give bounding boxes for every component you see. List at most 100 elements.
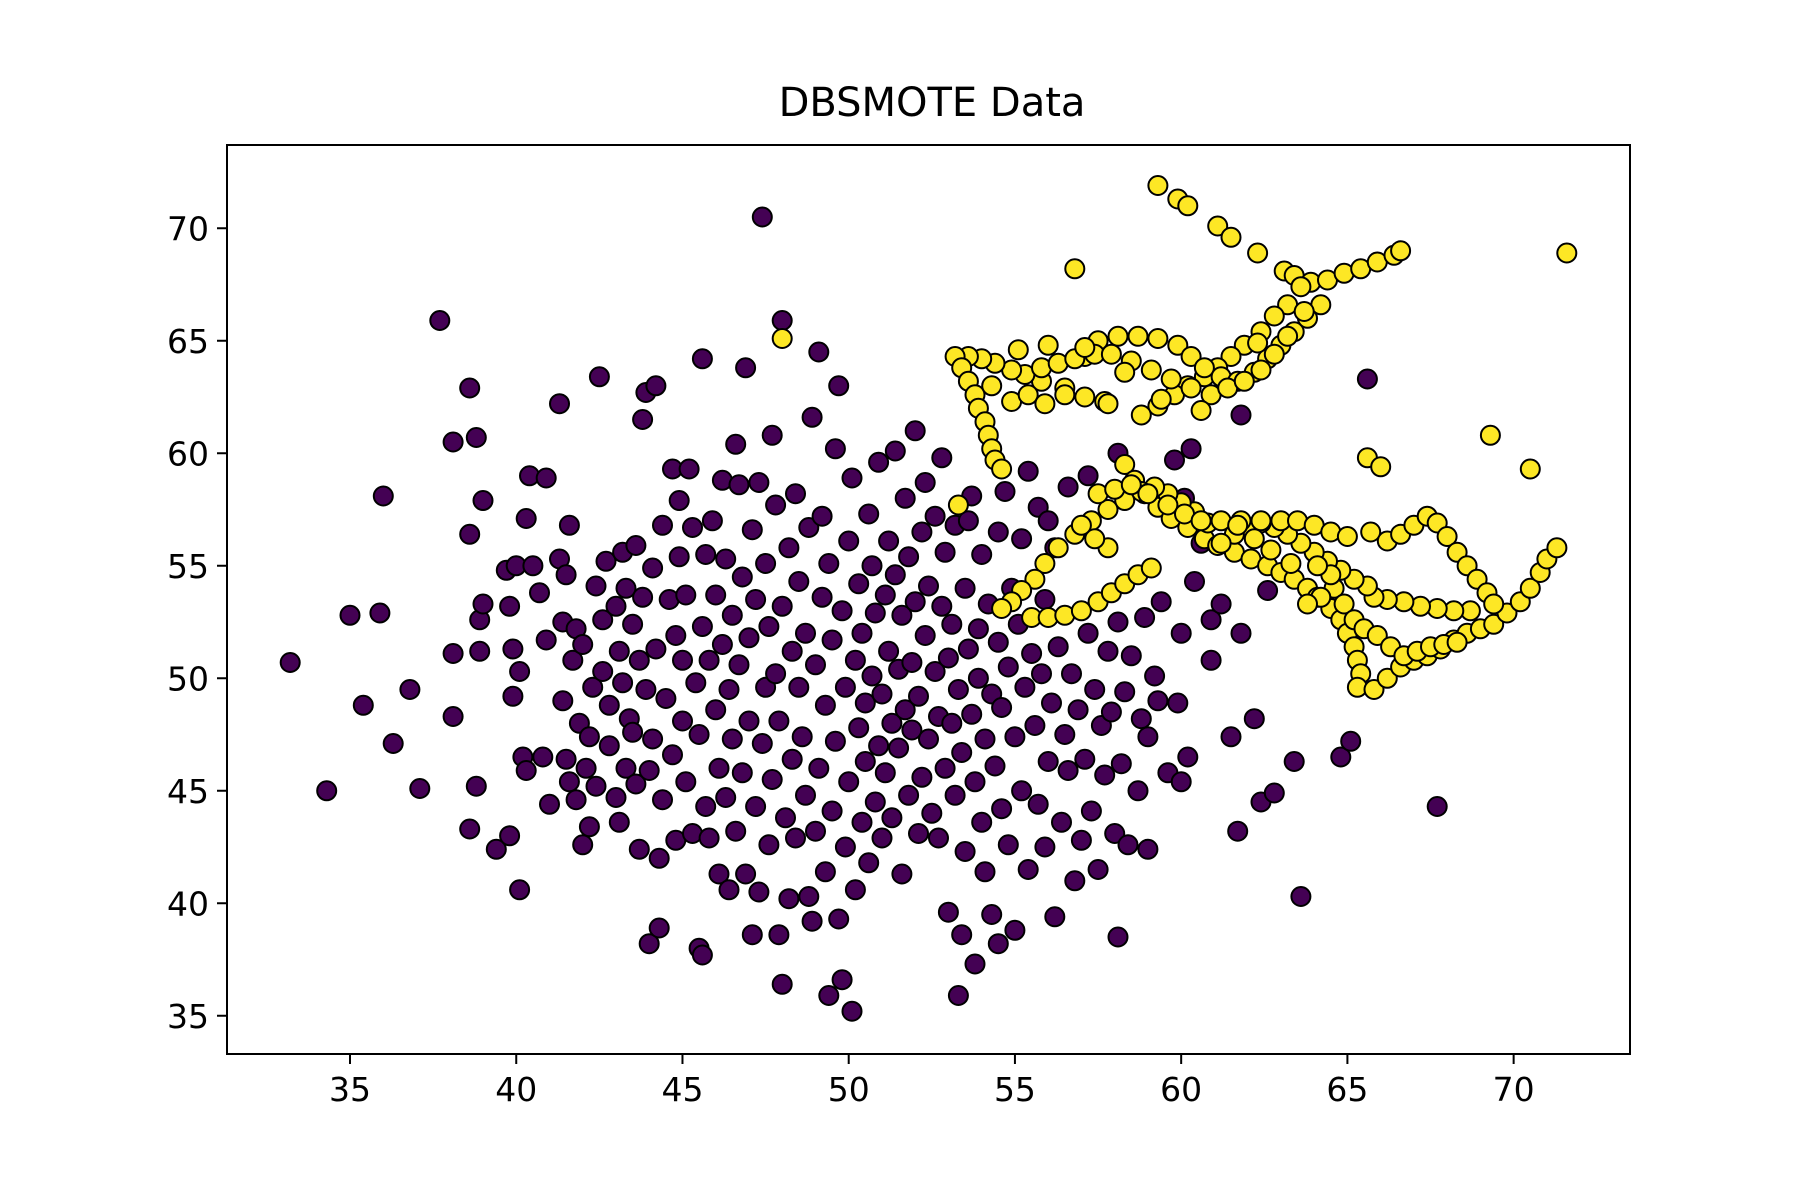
scatter-point-s1-186 — [1297, 593, 1318, 615]
scatter-point-s0-191 — [821, 629, 843, 651]
scatter-point-s0-3 — [352, 694, 374, 716]
scatter-point-s0-104 — [672, 710, 693, 732]
scatter-point-s0-24 — [499, 825, 521, 847]
scatter-point-s0-204 — [841, 467, 863, 489]
scatter-point-s0-244 — [908, 685, 929, 707]
scatter-point-s1-187 — [1333, 593, 1355, 615]
scatter-point-s0-355 — [1184, 571, 1205, 592]
scatter-point-s0-120 — [698, 827, 720, 849]
scatter-point-s0-54 — [572, 834, 594, 856]
scatter-point-s0-350 — [1167, 692, 1189, 714]
scatter-point-s0-337 — [1114, 681, 1136, 703]
scatter-point-s0-347 — [1150, 591, 1172, 613]
scatter-point-s0-261 — [937, 647, 959, 669]
scatter-point-s0-166 — [778, 537, 800, 559]
scatter-point-s0-12 — [442, 706, 464, 727]
scatter-point-s0-27 — [502, 638, 524, 660]
scatter-point-s0-205 — [844, 649, 866, 671]
scatter-point-s0-25 — [499, 595, 521, 617]
scatter-point-s0-239 — [901, 652, 923, 673]
scatter-point-s1-140 — [1210, 532, 1232, 554]
scatter-point-s0-157 — [761, 769, 783, 790]
scatter-point-s0-293 — [997, 834, 1019, 856]
scatter-point-s0-147 — [745, 589, 767, 610]
scatter-point-s0-44 — [552, 690, 574, 712]
scatter-point-s1-109 — [1370, 456, 1392, 478]
scatter-point-s0-48 — [558, 514, 580, 536]
scatter-point-s0-201 — [838, 530, 860, 552]
scatter-point-s0-305 — [1027, 793, 1049, 815]
scatter-point-s0-363 — [1230, 404, 1252, 426]
scatter-point-s1-50 — [1034, 393, 1056, 415]
scatter-point-s0-321 — [1067, 699, 1089, 721]
scatter-point-s0-240 — [901, 719, 923, 741]
scatter-point-s0-298 — [1011, 780, 1033, 802]
scatter-point-s0-103 — [668, 546, 690, 568]
scatter-point-s0-174 — [791, 726, 813, 748]
scatter-point-s0-163 — [771, 595, 793, 617]
scatter-point-s0-19 — [469, 640, 491, 662]
scatter-point-s0-319 — [1061, 663, 1082, 685]
scatter-point-s0-113 — [688, 724, 710, 745]
scatter-point-s1-59 — [1193, 357, 1215, 379]
scatter-point-s0-272 — [957, 638, 979, 660]
scatter-point-s0-33 — [515, 760, 537, 781]
x-tick-label: 60 — [1160, 1070, 1202, 1109]
scatter-point-s0-339 — [1120, 645, 1142, 667]
scatter-point-s1-219 — [771, 328, 793, 349]
scatter-point-s1-172 — [1137, 483, 1159, 505]
scatter-point-s0-15 — [459, 818, 481, 840]
scatter-point-s1-110 — [1360, 521, 1382, 543]
scatter-point-s0-371 — [1340, 730, 1362, 752]
scatter-point-s0-1 — [316, 780, 338, 802]
x-tick-label: 70 — [1493, 1070, 1535, 1109]
scatter-point-s0-330 — [1094, 764, 1116, 786]
scatter-point-s0-144 — [741, 924, 763, 946]
scatter-point-s1-165 — [1140, 557, 1162, 579]
scatter-point-s0-167 — [778, 888, 800, 910]
scatter-point-s0-301 — [1017, 859, 1039, 880]
scatter-point-s0-200 — [834, 836, 856, 858]
scatter-point-s0-134 — [725, 433, 747, 455]
scatter-point-s0-270 — [954, 577, 976, 599]
scatter-point-s0-302 — [1017, 460, 1039, 482]
scatter-point-s0-318 — [1057, 760, 1079, 781]
scatter-point-s0-95 — [652, 514, 673, 536]
scatter-point-s0-125 — [708, 757, 730, 779]
scatter-point-s0-38 — [535, 629, 557, 651]
y-tick-label: 70 — [167, 209, 209, 248]
scatter-point-s0-216 — [861, 555, 883, 577]
scatter-point-s1-47 — [991, 458, 1013, 480]
scatter-point-s0-324 — [1077, 465, 1099, 487]
scatter-point-s0-237 — [898, 784, 920, 806]
scatter-point-s0-60 — [585, 775, 607, 797]
scatter-point-s0-46 — [555, 564, 577, 586]
scatter-point-s0-148 — [748, 881, 770, 903]
scatter-point-s0-286 — [984, 755, 1006, 777]
scatter-point-s0-372 — [1356, 368, 1378, 390]
scatter-point-s0-30 — [509, 661, 531, 682]
scatter-point-s0-56 — [578, 726, 600, 748]
scatter-point-s0-87 — [638, 760, 660, 781]
scatter-point-s0-203 — [841, 1000, 863, 1022]
scatter-point-s0-14 — [459, 377, 481, 399]
scatter-point-s0-123 — [705, 584, 727, 606]
scatter-point-s0-140 — [735, 357, 757, 379]
scatter-point-s0-32 — [515, 508, 537, 529]
scatter-point-s0-206 — [844, 879, 866, 901]
scatter-point-s0-364 — [1243, 708, 1265, 730]
scatter-point-s0-160 — [768, 924, 790, 946]
scatter-point-s0-263 — [941, 613, 963, 635]
scatter-point-s0-333 — [1104, 823, 1126, 844]
scatter-point-s0-299 — [1011, 528, 1033, 550]
scatter-point-s0-145 — [741, 519, 763, 541]
scatter-point-s0-122 — [705, 699, 727, 721]
scatter-point-s0-17 — [465, 427, 487, 448]
scatter-point-s1-214 — [1233, 370, 1255, 392]
scatter-point-s0-253 — [924, 505, 946, 527]
scatter-point-s0-245 — [911, 521, 933, 543]
scatter-point-s0-327 — [1084, 679, 1106, 700]
scatter-point-s1-55 — [1127, 325, 1149, 347]
scatter-point-s0-47 — [558, 771, 580, 793]
scatter-point-s0-202 — [838, 771, 860, 793]
